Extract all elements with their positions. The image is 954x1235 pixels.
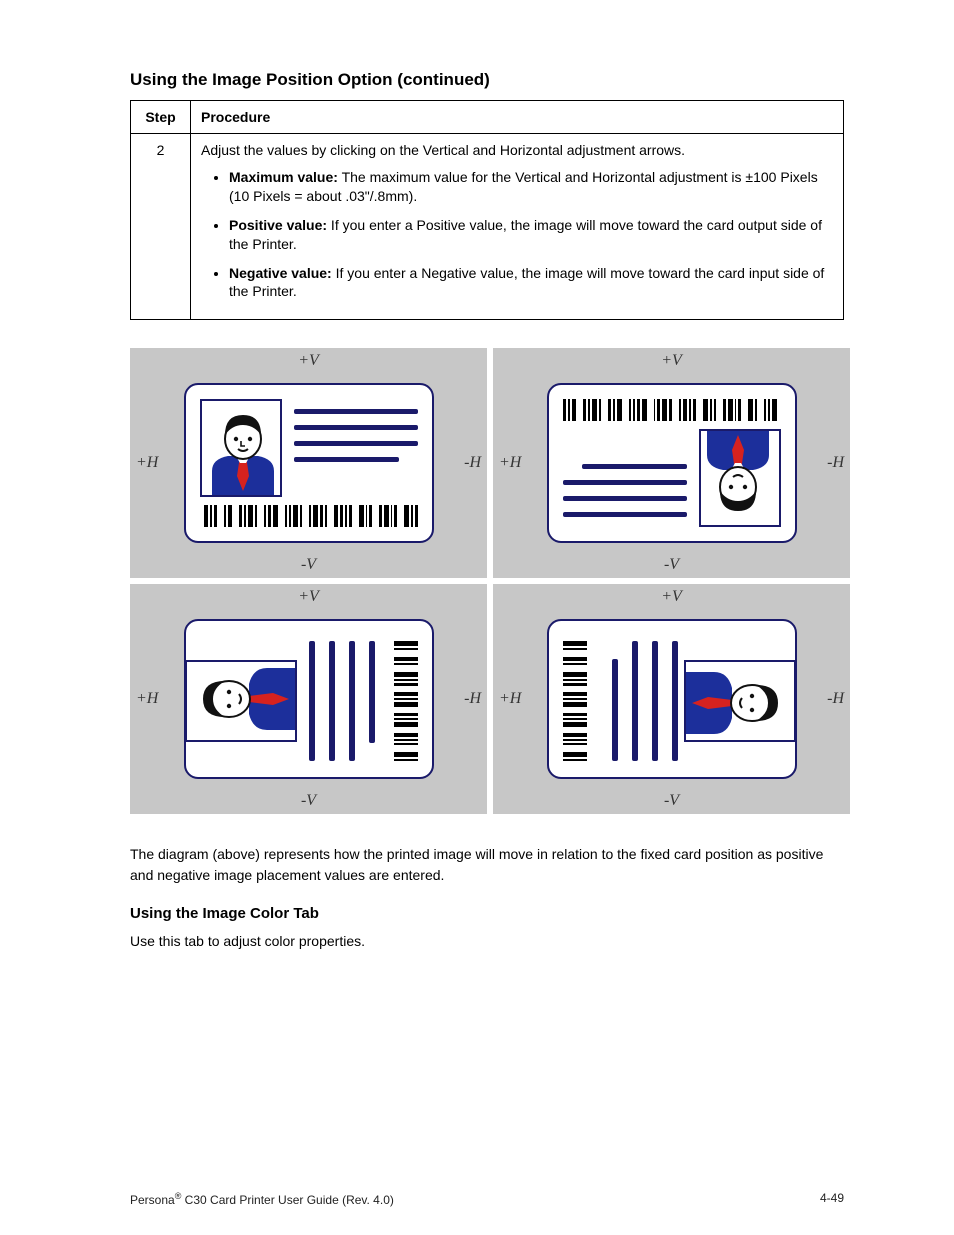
- subheading: Using the Image Color Tab: [130, 903, 844, 925]
- axis-label: -H: [827, 690, 844, 708]
- table-row: 2 Adjust the values by clicking on the V…: [131, 134, 844, 320]
- portrait-icon: [699, 429, 779, 525]
- id-card: [184, 383, 434, 543]
- axis-label: -H: [827, 454, 844, 472]
- panel-a: +V -V +H -H: [130, 348, 487, 578]
- axis-label: +H: [136, 690, 158, 708]
- portrait-frame: [684, 660, 796, 742]
- axis-label: +V: [298, 588, 319, 606]
- axis-label: +H: [499, 690, 521, 708]
- barcode: [563, 399, 777, 421]
- axis-label: -H: [464, 454, 481, 472]
- step-cell: 2: [131, 134, 191, 320]
- list-item: Maximum value: The maximum value for the…: [229, 168, 833, 206]
- axis-label: +H: [136, 454, 158, 472]
- text-lines: [605, 641, 685, 761]
- bullet-label: Positive value:: [229, 217, 327, 233]
- paragraph: The diagram (above) represents how the p…: [130, 844, 844, 885]
- axis-label: -V: [301, 792, 316, 810]
- portrait-frame: [185, 660, 297, 742]
- id-card: [547, 383, 797, 543]
- barcode: [204, 505, 418, 527]
- portrait-frame: [699, 429, 781, 527]
- panel-d: +V -V +H -H: [493, 584, 850, 814]
- footer-left: Persona® C30 Card Printer User Guide (Re…: [130, 1191, 394, 1207]
- axis-label: -V: [301, 556, 316, 574]
- bullet-label: Negative value:: [229, 265, 332, 281]
- portrait-icon: [202, 401, 282, 497]
- table-row: Step Procedure: [131, 101, 844, 134]
- axis-label: -H: [464, 690, 481, 708]
- panel-b: +V -V +H -H: [493, 348, 850, 578]
- page: Using the Image Position Option (continu…: [0, 0, 954, 1235]
- barcode: [394, 641, 418, 761]
- section-title: Using the Image Position Option (continu…: [130, 70, 844, 90]
- list-item: Positive value: If you enter a Positive …: [229, 216, 833, 254]
- col-header-step: Step: [131, 101, 191, 134]
- registered-icon: ®: [175, 1191, 182, 1201]
- axis-label: -V: [664, 556, 679, 574]
- orientation-figure: +V -V +H -H: [130, 348, 850, 814]
- barcode: [563, 641, 587, 761]
- portrait-icon: [187, 660, 297, 740]
- sub-paragraph: Use this tab to adjust color properties.: [130, 931, 844, 951]
- procedure-table: Step Procedure 2 Adjust the values by cl…: [130, 100, 844, 320]
- panel-c: +V -V +H -H: [130, 584, 487, 814]
- axis-label: +V: [661, 588, 682, 606]
- axis-label: +V: [298, 352, 319, 370]
- axis-label: +H: [499, 454, 521, 472]
- portrait-icon: [684, 662, 794, 742]
- col-header-procedure: Procedure: [191, 101, 844, 134]
- text-lines: [302, 641, 382, 761]
- procedure-intro: Adjust the values by clicking on the Ver…: [201, 142, 833, 158]
- portrait-frame: [200, 399, 282, 497]
- id-card: [184, 619, 434, 779]
- page-footer: Persona® C30 Card Printer User Guide (Re…: [130, 1191, 844, 1207]
- procedure-cell: Adjust the values by clicking on the Ver…: [191, 134, 844, 320]
- footer-page-number: 4-49: [820, 1191, 844, 1207]
- axis-label: -V: [664, 792, 679, 810]
- body-text: The diagram (above) represents how the p…: [130, 844, 844, 951]
- procedure-bullets: Maximum value: The maximum value for the…: [201, 168, 833, 301]
- list-item: Negative value: If you enter a Negative …: [229, 264, 833, 302]
- text-lines: [294, 409, 418, 473]
- text-lines: [563, 453, 687, 517]
- axis-label: +V: [661, 352, 682, 370]
- id-card: [547, 619, 797, 779]
- bullet-label: Maximum value:: [229, 169, 338, 185]
